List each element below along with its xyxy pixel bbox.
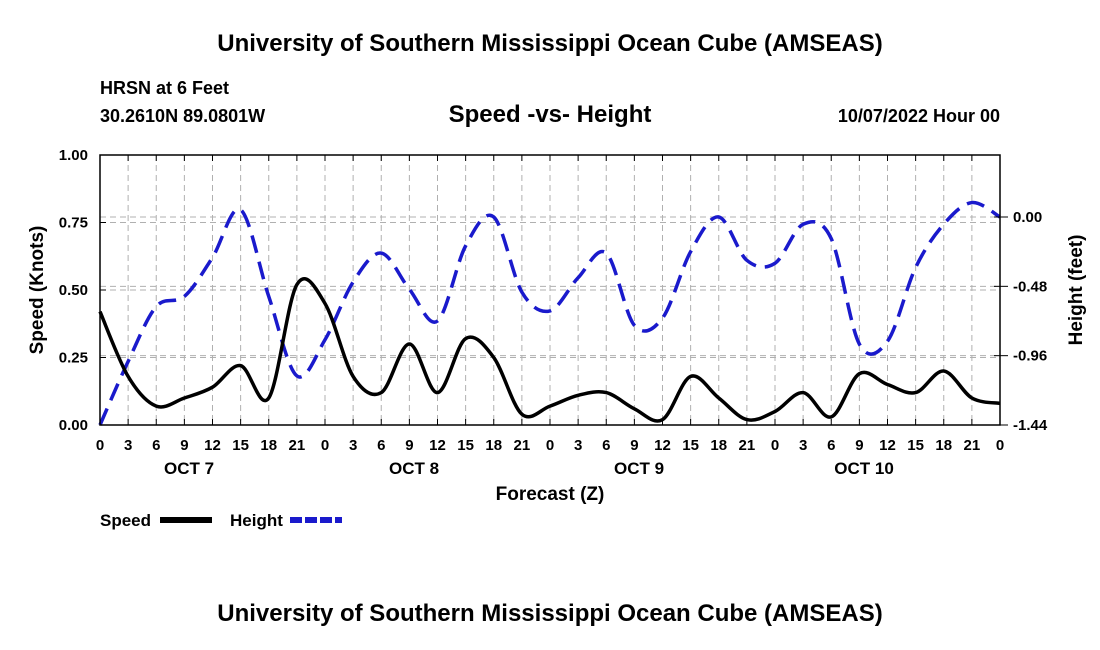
- chart-subtitle: Speed -vs- Height: [448, 101, 652, 128]
- y-tick-label: 0.00: [59, 417, 88, 434]
- x-tick-label: 6: [152, 437, 160, 454]
- y-tick-label: 0.75: [59, 215, 88, 232]
- speed-line: [98, 277, 1001, 423]
- x-tick-label: 0: [996, 437, 1004, 454]
- x-tick-label: 18: [260, 437, 277, 454]
- legend-speed-label: Speed: [100, 511, 151, 530]
- y-tick-label: 0.50: [59, 282, 88, 299]
- day-label: OCT 8: [389, 459, 439, 478]
- y2-tick-label: -1.44: [1013, 417, 1048, 434]
- x-tick-label: 0: [96, 437, 104, 454]
- x-tick-label: 6: [602, 437, 610, 454]
- chart-title: University of Southern Mississippi Ocean…: [217, 30, 883, 57]
- x-tick-label: 9: [630, 437, 638, 454]
- speed-series: [98, 277, 1001, 423]
- y-tick-label: 1.00: [59, 147, 88, 164]
- x-tick-label: 18: [935, 437, 952, 454]
- x-axis-label: Forecast (Z): [496, 484, 605, 505]
- day-label: OCT 10: [834, 459, 894, 478]
- y2-tick-label: 0.00: [1013, 209, 1042, 226]
- x-tick-label: 9: [855, 437, 863, 454]
- legend: Speed Height: [100, 511, 342, 530]
- x-tick-label: 15: [232, 437, 249, 454]
- x-tick-label: 15: [682, 437, 699, 454]
- day-label: OCT 7: [164, 459, 214, 478]
- x-tick-label: 0: [321, 437, 329, 454]
- x-tick-label: 12: [654, 437, 671, 454]
- y2-tick-label: -0.48: [1013, 278, 1047, 295]
- footer-title: University of Southern Mississippi Ocean…: [217, 600, 883, 627]
- y2-tick-label: -0.96: [1013, 348, 1047, 365]
- x-tick-label: 0: [771, 437, 779, 454]
- grid-lines: [99, 154, 1001, 426]
- speed-height-chart: 0 3 6 9 12 15 18 21 0 3 6 9 12 15 18 21 0 3 6 9 12 15 18 21 0 3 6 9…: [27, 147, 1087, 530]
- x-tick-label: 21: [964, 437, 981, 454]
- height-series: [98, 200, 1001, 426]
- x-tick-label: 12: [429, 437, 446, 454]
- forecast-datetime: 10/07/2022 Hour 00: [837, 106, 1000, 126]
- x-tick-label: 15: [907, 437, 924, 454]
- y-axis-label: Speed (Knots): [27, 226, 48, 355]
- x-tick-label: 3: [349, 437, 357, 454]
- y2-axis-label: Height (feet): [1066, 235, 1087, 346]
- x-tick-label: 12: [204, 437, 221, 454]
- x-tick-label: 3: [124, 437, 132, 454]
- x-tick-label: 21: [739, 437, 756, 454]
- x-tick-label: 9: [180, 437, 188, 454]
- legend-height-label: Height: [230, 511, 283, 530]
- y-tick-label: 0.25: [59, 350, 88, 367]
- x-tick-label: 12: [879, 437, 896, 454]
- x-tick-label: 0: [546, 437, 554, 454]
- station-label: HRSN at 6 Feet: [100, 78, 230, 98]
- x-tick-label: 18: [485, 437, 502, 454]
- x-tick-label: 21: [289, 437, 306, 454]
- x-tick-label: 9: [405, 437, 413, 454]
- x-tick-label: 21: [514, 437, 531, 454]
- x-tick-label: 3: [799, 437, 807, 454]
- height-line: [98, 200, 1001, 426]
- x-tick-label: 3: [574, 437, 582, 454]
- x-tick-label: 6: [827, 437, 835, 454]
- day-label: OCT 9: [614, 459, 664, 478]
- station-coordinates: 30.2610N 89.0801W: [100, 106, 266, 126]
- x-tick-label: 15: [457, 437, 474, 454]
- axes: 0 3 6 9 12 15 18 21 0 3 6 9 12 15 18 21 0 3 6 9 12 15 18 21 0 3 6 9…: [27, 147, 1087, 505]
- x-tick-label: 6: [377, 437, 385, 454]
- x-tick-label: 18: [710, 437, 727, 454]
